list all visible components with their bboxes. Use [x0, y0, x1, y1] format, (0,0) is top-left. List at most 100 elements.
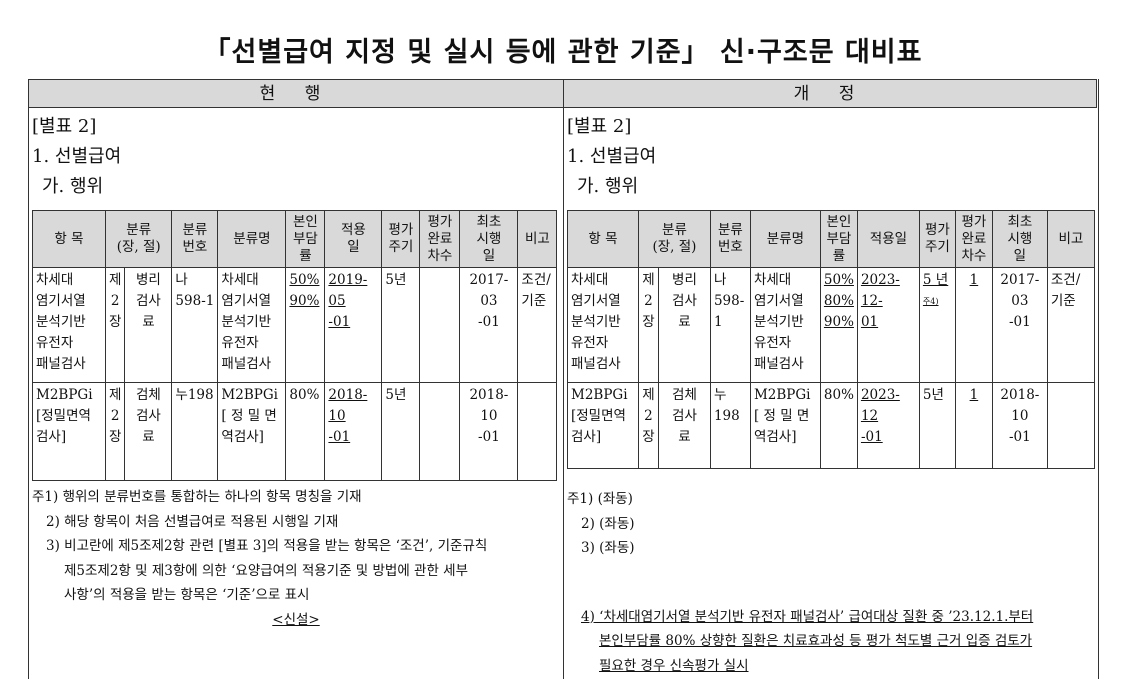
column-header: 적용 일 [324, 210, 383, 268]
cell-item-text: 차세대 염기서열 분석기반 유전자 패널검사 [36, 272, 86, 372]
cell-code-text: 나 598-1 [175, 272, 215, 309]
cell-done [419, 382, 461, 481]
cell-chapter: 제 2 장 [637, 382, 659, 469]
cell-cycle-text: 5년 [922, 387, 944, 403]
cell-first-text: 2018-10 -01 [469, 387, 509, 445]
cell-first-text: 2017-03 -01 [1000, 272, 1040, 330]
cell-rate-text: 80% [823, 387, 854, 403]
column-header: 분류 번호 [171, 210, 219, 268]
cell-done: 1 [954, 267, 993, 383]
table-row: M2BPGi [정밀면역 검사] 제 2 장 검체 검사 료 누198 M2BPGi [… [32, 382, 558, 481]
cell-chapter-text: 제 2 장 [642, 272, 655, 330]
note-2: 2) 해당 항목이 처음 선별급여로 적용된 시행일 기재 [46, 513, 339, 530]
note-1: 주1) 행위의 분류번호를 통합하는 하나의 항목 명칭을 기재 [32, 489, 362, 505]
column-header-current: 현 행 [28, 79, 564, 108]
note-3-cont2: 사항’의 적용을 받는 항목은 ‘기준’으로 표시 [64, 587, 310, 603]
cell-code: 나 598-1 [709, 267, 751, 383]
cell-code: 나 598-1 [171, 267, 219, 383]
cell-section-text: 병리 검사 료 [672, 272, 697, 330]
section-label: 1. 선별급여 [567, 146, 657, 167]
cell-section: 검체 검사 료 [657, 382, 711, 469]
cell-date: 2019-05 -01 [324, 267, 383, 383]
column-header: 분류명 [749, 210, 821, 268]
cell-code: 누198 [171, 382, 219, 481]
comparison-frame [28, 79, 1099, 679]
cell-date-text: 2023-12- 01 [860, 272, 900, 330]
column-header: 분류 번호 [709, 210, 751, 268]
cell-date: 2018-10 -01 [324, 382, 383, 481]
cell-code-text: 누198 [175, 387, 214, 403]
column-header: 비고 [517, 210, 558, 268]
cell-first: 2018-10 -01 [459, 382, 519, 481]
cell-cycle-text: 5년 [385, 387, 407, 403]
cell-name: 차세대 염기서열 분석기반 유전자 패널검사 [749, 267, 821, 383]
cell-chapter-text: 제 2 장 [109, 272, 122, 330]
cell-section-text: 검체 검사 료 [672, 387, 697, 445]
cell-name: M2BPGi [ 정 밀 면 역검사] [749, 382, 821, 469]
note-3-cont: 제5조제2항 및 제3항에 의한 ‘요양급여의 적용기준 및 방법에 관한 세부 [64, 562, 469, 579]
cell-date-text: 2019-05 -01 [328, 272, 368, 330]
cell-name: M2BPGi [ 정 밀 면 역검사] [217, 382, 287, 481]
note-2: 2) (좌동) [581, 515, 635, 532]
footnote-ref: 주4) [922, 297, 939, 306]
cell-name-text: M2BPGi [ 정 밀 면 역검사] [221, 387, 278, 445]
cell-first: 2017-03 -01 [991, 267, 1048, 383]
note-3: 3) (좌동) [581, 540, 635, 556]
column-header: 본인 부담 률 [819, 210, 858, 268]
cell-chapter-text: 제 2 장 [642, 387, 655, 445]
subsection-label: 가. 행위 [42, 176, 104, 197]
cell-item-text: M2BPGi [정밀면역 검사] [571, 387, 628, 445]
cell-first: 2018-10 -01 [991, 382, 1048, 469]
cell-item: M2BPGi [정밀면역 검사] [32, 382, 106, 481]
cell-section: 병리 검사 료 [657, 267, 711, 383]
page-title: 「선별급여 지정 및 실시 등에 관한 기준」 신·구조문 대비표 [203, 37, 923, 68]
cell-done [419, 267, 461, 383]
revised-notes: 주1) (좌동) 2) (좌동) 3) (좌동) 4) ‘차세대염기서열 분석기… [567, 487, 1095, 678]
cell-item: M2BPGi [정밀면역 검사] [567, 382, 639, 469]
note-3: 3) 비고란에 제5조제2항 관련 [별표 3]의 적용을 받는 항목은 ‘조건… [46, 538, 488, 554]
cell-rate-text: 80% [289, 387, 320, 403]
cell-rate-text: 50% 80% 90% [823, 272, 854, 330]
cell-item: 차세대 염기서열 분석기반 유전자 패널검사 [32, 267, 106, 383]
new-mark: <신설> [272, 611, 320, 628]
cell-done-text: 1 [969, 272, 979, 288]
column-header: 평가 완료 차수 [419, 210, 461, 268]
header-row: 항 목 분류 (장, 절) 분류 번호 분류명 본인 부담 률 적용일 평가 주기 평가 완료… [567, 210, 1096, 268]
subsection-label: 가. 행위 [577, 176, 639, 197]
cell-first: 2017-03 -01 [459, 267, 519, 383]
cell-section: 병리 검사 료 [124, 267, 173, 383]
cell-cycle: 5년 [381, 267, 421, 383]
column-header: 최초 시행 일 [991, 210, 1048, 268]
cell-rate: 50% 90% [285, 267, 326, 383]
note-4: 4) ‘차세대염기서열 분석기반 유전자 패널검사’ 급여대상 질환 중 ’23… [581, 608, 1034, 625]
cell-first-text: 2017-03 -01 [469, 272, 509, 330]
cell-name-text: 차세대 염기서열 분석기반 유전자 패널검사 [221, 272, 272, 372]
cell-date-text: 2023-12 -01 [860, 387, 900, 445]
column-header: 항 목 [567, 210, 639, 268]
column-header: 항 목 [32, 210, 106, 268]
column-header-revised: 개 정 [563, 79, 1097, 108]
column-header: 비고 [1046, 210, 1096, 268]
cell-note-text: 조건/ 기준 [521, 272, 551, 309]
table-row: 차세대 염기서열 분석기반 유전자 패널검사 제 2 장 병리 검사 료 나 598-… [32, 267, 558, 383]
column-header: 평가 주기 [381, 210, 421, 268]
cell-cycle: 5년 [381, 382, 421, 481]
column-header: 분류 (장, 절) [104, 210, 173, 268]
cell-chapter-text: 제 2 장 [109, 387, 122, 445]
column-header: 최초 시행 일 [459, 210, 519, 268]
column-header: 분류명 [217, 210, 287, 268]
cell-cycle-text: 5 년 [922, 272, 949, 288]
cell-done: 1 [954, 382, 993, 469]
header-row: 항 목 분류 (장, 절) 분류 번호 분류명 본인 부담 률 적용 일 평가 주기 평가 완… [32, 210, 558, 268]
cell-name: 차세대 염기서열 분석기반 유전자 패널검사 [217, 267, 287, 383]
cell-code: 누198 [709, 382, 751, 469]
column-header: 평가 주기 [918, 210, 956, 268]
current-column: [별표 2] 1. 선별급여 가. 행위 항 목 분류 (장, 절) 분류 번호 분류… [32, 112, 560, 632]
cell-note [1046, 382, 1096, 469]
cell-code-text: 누198 [713, 387, 740, 424]
cell-date: 2023-12 -01 [856, 382, 920, 469]
annex-label: [별표 2] [567, 116, 632, 137]
cell-first-text: 2018-10 -01 [1000, 387, 1040, 445]
cell-note-text: 조건/ 기준 [1050, 272, 1081, 309]
